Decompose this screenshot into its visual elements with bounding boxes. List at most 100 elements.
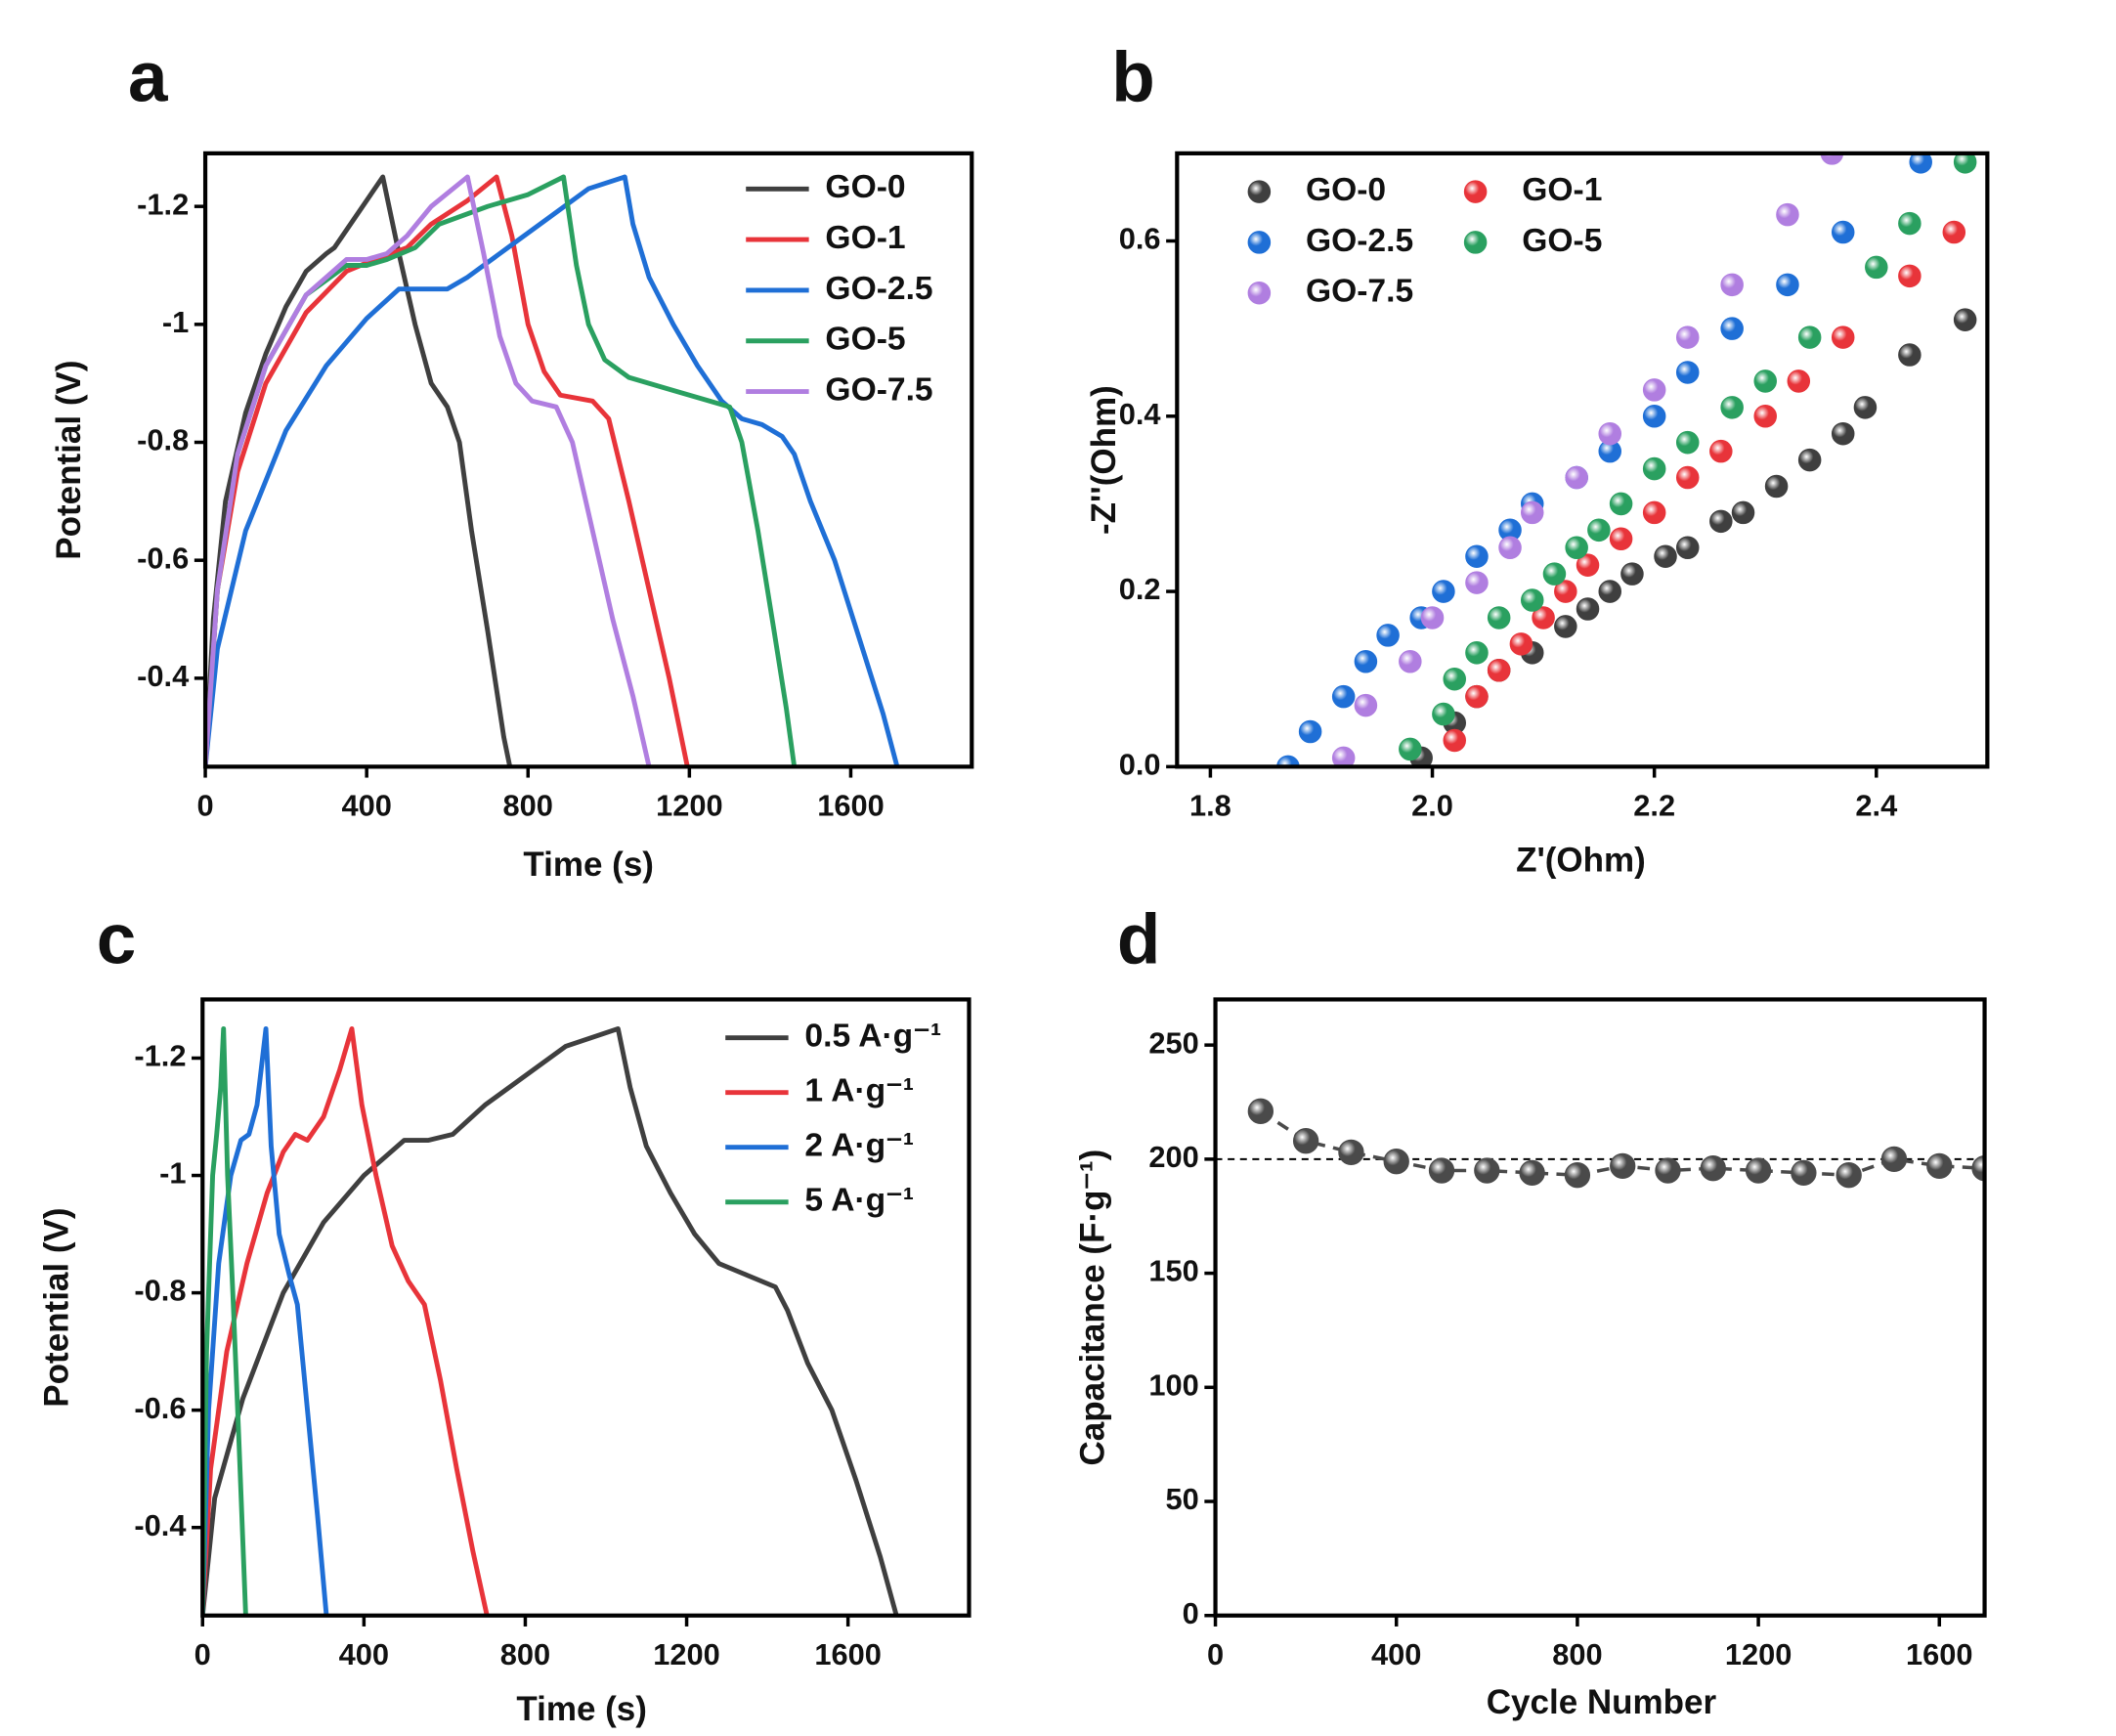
plot-area (202, 1026, 899, 1616)
data-point (1276, 755, 1300, 767)
plot-frame (1175, 151, 1990, 769)
data-point (1709, 439, 1733, 463)
x-tick-label: 0 (1207, 1637, 1224, 1671)
data-point (1428, 1157, 1455, 1184)
legend-label: 5 A·g⁻¹ (804, 1183, 914, 1219)
data-point (1797, 448, 1822, 472)
series-line (202, 1026, 899, 1616)
y-tick-label: 150 (1148, 1254, 1198, 1288)
x-tick-label: 400 (341, 789, 391, 823)
data-point (1745, 1157, 1772, 1184)
legend-swatch (1463, 231, 1488, 254)
x-tick-label: 1200 (1725, 1637, 1792, 1671)
x-tick-label: 1600 (1906, 1637, 1973, 1671)
data-point (1465, 641, 1489, 665)
x-tick-label: 400 (339, 1637, 389, 1671)
data-point (1700, 1155, 1726, 1182)
data-point (1542, 562, 1567, 586)
y-tick-label: 0 (1183, 1596, 1199, 1630)
panel-label: b (1111, 37, 1154, 116)
data-point (1753, 405, 1777, 428)
data-point (1554, 615, 1577, 638)
y-tick-label: 0.4 (1119, 397, 1161, 431)
data-point (1880, 1146, 1908, 1173)
data-point (1720, 317, 1744, 340)
y-axis-title: Capacitance (F·g⁻¹) (1074, 1150, 1112, 1466)
data-point (1787, 369, 1811, 393)
x-tick-label: 2.0 (1411, 789, 1453, 823)
data-point (1331, 684, 1356, 709)
legend-swatch (1247, 180, 1272, 203)
x-tick-label: 1.8 (1189, 789, 1231, 823)
data-point (1776, 273, 1799, 297)
data-point (1399, 737, 1422, 761)
data-point (1376, 624, 1400, 647)
data-point (1675, 326, 1700, 349)
data-point (1354, 650, 1378, 673)
x-tick-label: 800 (503, 789, 553, 823)
x-tick-label: 0 (194, 1637, 211, 1671)
data-point (1642, 500, 1666, 525)
plot-area (1215, 1098, 1985, 1189)
legend-label: 2 A·g⁻¹ (804, 1128, 914, 1164)
data-point (1831, 421, 1855, 446)
series-line (202, 1026, 248, 1616)
x-axis-title: Time (s) (516, 1690, 647, 1728)
data-point (1909, 152, 1932, 174)
data-point (1797, 326, 1822, 349)
legend-label: GO-0 (1306, 172, 1386, 208)
data-point (1655, 1157, 1681, 1184)
plot-area (1276, 152, 1977, 767)
data-point (1853, 396, 1878, 419)
legend-label: GO-2.5 (825, 271, 932, 307)
y-tick-label: -0.4 (134, 1508, 186, 1542)
legend-label: GO-5 (1522, 223, 1602, 259)
panel-label: c (97, 900, 136, 979)
data-point (1554, 580, 1577, 603)
data-point (1565, 536, 1588, 560)
legend-swatch (1247, 231, 1272, 254)
x-axis-title: Z'(Ohm) (1516, 842, 1646, 880)
x-tick-label: 0 (196, 789, 213, 823)
panel-label: a (128, 37, 168, 116)
plot-frame (200, 997, 972, 1618)
y-tick-label: -1.2 (137, 187, 189, 221)
data-point (1675, 536, 1700, 560)
data-point (1298, 719, 1322, 744)
x-tick-label: 800 (500, 1637, 550, 1671)
data-point (1487, 658, 1511, 682)
data-point (1587, 518, 1611, 542)
data-point (1898, 343, 1922, 367)
legend-label: 0.5 A·g⁻¹ (804, 1019, 941, 1055)
data-point (1835, 1162, 1862, 1189)
legend-label: GO-2.5 (1306, 223, 1413, 259)
y-tick-label: 0.2 (1119, 572, 1161, 606)
data-point (1620, 562, 1644, 586)
data-point (1898, 264, 1922, 288)
series-line (205, 174, 652, 767)
data-point (1247, 1098, 1274, 1125)
y-tick-label: 100 (1148, 1367, 1198, 1402)
data-point (1791, 1159, 1817, 1187)
data-point (1926, 1152, 1953, 1180)
data-point (1598, 421, 1622, 446)
data-point (1565, 465, 1588, 490)
data-point (1474, 1157, 1500, 1184)
series-line (205, 174, 690, 767)
x-tick-label: 1200 (653, 1637, 720, 1671)
data-point (1509, 632, 1533, 656)
series-line (205, 174, 900, 767)
data-point (1443, 667, 1467, 691)
y-tick-label: -0.4 (137, 659, 189, 693)
data-point (1675, 465, 1700, 490)
data-point (1820, 152, 1844, 165)
data-point (1576, 597, 1600, 621)
data-point (1753, 369, 1777, 393)
legend-label: GO-1 (825, 220, 905, 256)
data-point (1443, 728, 1467, 753)
y-tick-label: -1 (162, 305, 189, 339)
data-point (1487, 606, 1511, 629)
data-point (1432, 702, 1455, 726)
y-tick-label: 200 (1148, 1140, 1198, 1174)
